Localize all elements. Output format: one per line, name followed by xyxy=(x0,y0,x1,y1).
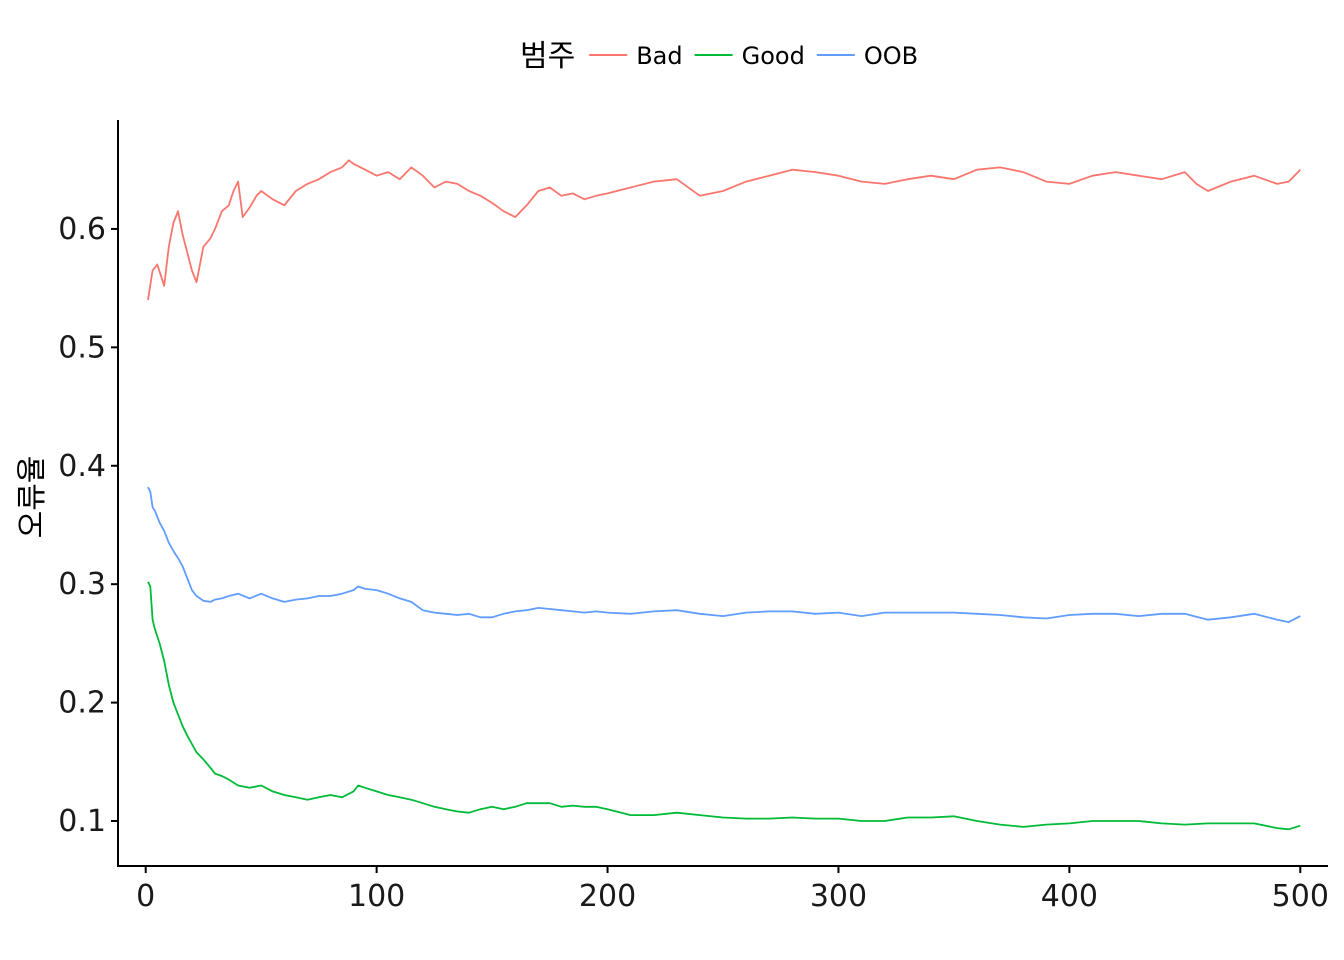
y-axis-title-group: 오류율 xyxy=(15,456,50,539)
x-tick-label: 500 xyxy=(1272,879,1329,914)
x-tick-label: 300 xyxy=(810,879,867,914)
y-axis-title: 오류율 xyxy=(15,456,50,539)
series-line-bad xyxy=(147,159,1301,301)
y-tick-label: 0.1 xyxy=(58,804,106,839)
y-tick-label: 0.3 xyxy=(58,567,106,602)
x-tick-label: 400 xyxy=(1041,879,1098,914)
axes: 0.1 0.2 0.3 0.4 0.5 0.6 0 100 200 300 400 500 xyxy=(58,120,1329,914)
y-tick-label: 0.2 xyxy=(58,686,106,721)
legend-label-good: Good xyxy=(742,42,805,70)
y-tick-label: 0.5 xyxy=(58,330,106,365)
x-tick-label: 0 xyxy=(136,879,155,914)
series-line-good xyxy=(147,581,1301,831)
x-tick-label: 200 xyxy=(579,879,636,914)
y-tick-label: 0.6 xyxy=(58,212,106,247)
legend-label-bad: Bad xyxy=(636,42,682,70)
x-tick-label: 100 xyxy=(348,879,405,914)
y-tick-label: 0.4 xyxy=(58,449,106,484)
series-layer xyxy=(147,159,1301,831)
series-line-oob xyxy=(147,486,1301,623)
legend-title: 범주 xyxy=(520,39,575,74)
legend-label-oob: OOB xyxy=(864,42,918,70)
legend: 범주 Bad Good OOB xyxy=(520,39,918,74)
